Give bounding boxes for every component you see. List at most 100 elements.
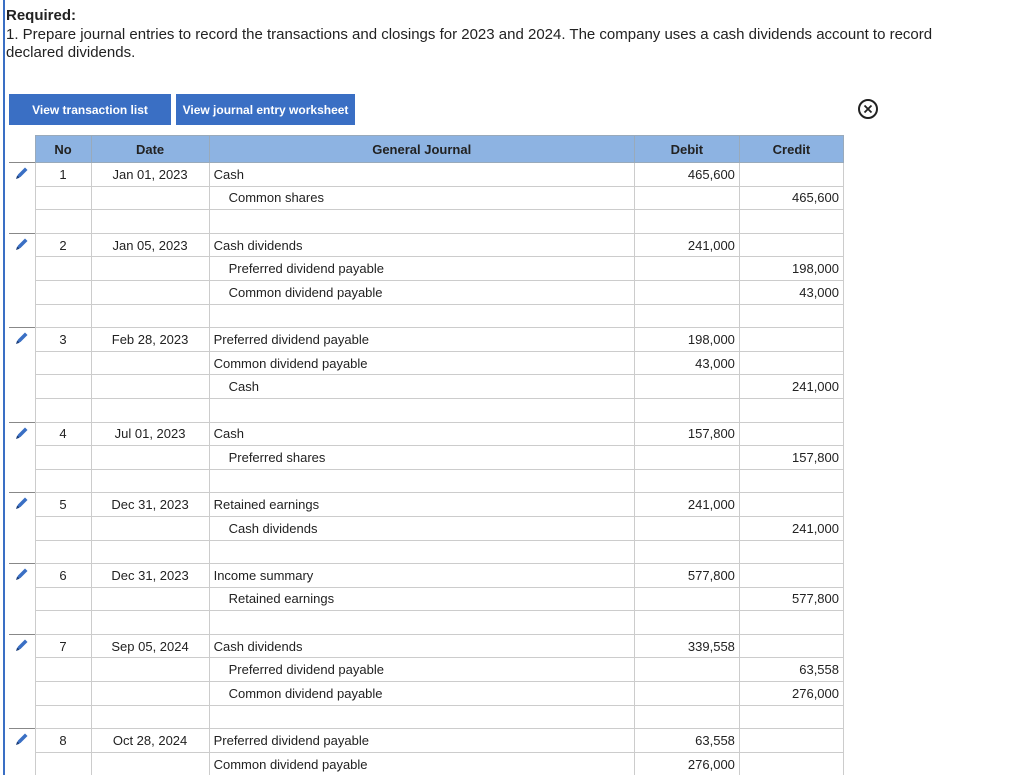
account: Common dividend payable (208, 279, 635, 305)
debit (633, 515, 740, 541)
debit (633, 681, 740, 706)
edit-cell (9, 304, 36, 328)
journal-row: Common dividend payable 43,000 (9, 350, 845, 376)
edit-button[interactable] (14, 427, 30, 444)
credit: 43,000 (738, 279, 845, 305)
journal-row: 4 Jul 01, 2023 Cash 157,800 (9, 421, 845, 447)
journal-row: Common dividend payable 276,000 (9, 751, 845, 775)
journal-row: 5 Dec 31, 2023 Retained earnings 241,000 (9, 492, 845, 517)
debit (633, 374, 740, 399)
debit (633, 468, 740, 494)
entry-date: Jan 01, 2023 (90, 162, 210, 187)
edit-cell (9, 516, 36, 540)
edit-cell (9, 209, 36, 234)
journal-row: Retained earnings 577,800 (9, 586, 845, 612)
edit-cell (9, 705, 36, 729)
debit (633, 445, 740, 470)
credit (738, 397, 845, 423)
credit (738, 492, 845, 517)
credit (738, 303, 845, 329)
edit-button[interactable] (14, 733, 30, 750)
edit-cell (9, 398, 36, 423)
credit: 198,000 (738, 256, 845, 281)
edit-cell (9, 587, 36, 611)
entry-number (34, 445, 92, 470)
journal-row: 3 Feb 28, 2023 Preferred dividend payable 1… (9, 327, 845, 352)
account (208, 209, 635, 234)
edit-cell (9, 681, 36, 706)
entry-date (90, 209, 210, 234)
account: Income summary (208, 563, 635, 588)
edit-button[interactable] (14, 639, 30, 656)
entry-date (90, 350, 210, 376)
edit-button[interactable] (14, 568, 30, 585)
journal-row: Preferred dividend payable 198,000 (9, 256, 845, 281)
entry-number (34, 397, 92, 423)
credit (738, 209, 845, 234)
instruction: 1. Prepare journal entries to record the… (6, 26, 933, 61)
journal-row: 8 Oct 28, 2024 Preferred dividend payable 6… (9, 728, 845, 753)
edit-cell (9, 657, 36, 682)
debit (633, 185, 740, 211)
entry-number (34, 515, 92, 541)
journal-row (9, 397, 845, 423)
edit-button[interactable] (14, 332, 30, 349)
debit (633, 397, 740, 423)
account: Retained earnings (208, 586, 635, 612)
entry-date (90, 515, 210, 541)
entry-date: Feb 28, 2023 (90, 327, 210, 352)
edit-cell (9, 374, 36, 399)
entry-number: 6 (34, 563, 92, 588)
close-button[interactable] (857, 98, 879, 120)
column-header: Debit (633, 135, 740, 163)
entry-number: 8 (34, 728, 92, 753)
entry-number: 5 (34, 492, 92, 517)
journal-row (9, 539, 845, 565)
entry-date (90, 185, 210, 211)
account: Common dividend payable (208, 751, 635, 775)
account: Cash (208, 421, 635, 447)
entry-date (90, 445, 210, 470)
credit (738, 421, 845, 447)
journal-row: Cash dividends 241,000 (9, 515, 845, 541)
entry-number: 4 (34, 421, 92, 447)
credit (738, 232, 845, 258)
edit-cell (9, 610, 36, 635)
debit: 241,000 (633, 232, 740, 258)
entry-number (34, 350, 92, 376)
entry-number (34, 279, 92, 305)
debit: 241,000 (633, 492, 740, 517)
journal-row: Preferred dividend payable 63,558 (9, 657, 845, 683)
debit (633, 610, 740, 635)
entry-date (90, 539, 210, 565)
journal-table-container: No Date General Journal Debit Credit 1 Jan 01… (9, 135, 845, 775)
edit-button[interactable] (14, 238, 30, 255)
journal-row: Common shares 465,600 (9, 185, 845, 211)
edit-cell (9, 421, 36, 446)
edit-cell (9, 232, 36, 257)
edit-button[interactable] (14, 497, 30, 514)
entry-number (34, 374, 92, 399)
account: Cash (208, 162, 635, 187)
journal-row (9, 704, 845, 730)
column-header: General Journal (208, 135, 635, 163)
header-row: No Date General Journal Debit Credit (9, 135, 845, 163)
account: Cash dividends (208, 232, 635, 258)
entry-number (34, 468, 92, 494)
account (208, 397, 635, 423)
view-transaction-list-button[interactable]: View transaction list (9, 94, 171, 125)
view-worksheet-button[interactable]: View journal entry worksheet (176, 94, 355, 125)
credit (738, 539, 845, 565)
entry-date (90, 256, 210, 281)
edit-button[interactable] (14, 167, 30, 184)
credit (738, 468, 845, 494)
entry-date: Sep 05, 2024 (90, 633, 210, 659)
edit-cell (9, 728, 36, 753)
entry-date (90, 303, 210, 329)
debit (633, 256, 740, 281)
account: Common dividend payable (208, 681, 635, 706)
edit-cell (9, 327, 36, 352)
credit (738, 327, 845, 352)
entry-number (34, 303, 92, 329)
entry-date: Oct 28, 2024 (90, 728, 210, 753)
